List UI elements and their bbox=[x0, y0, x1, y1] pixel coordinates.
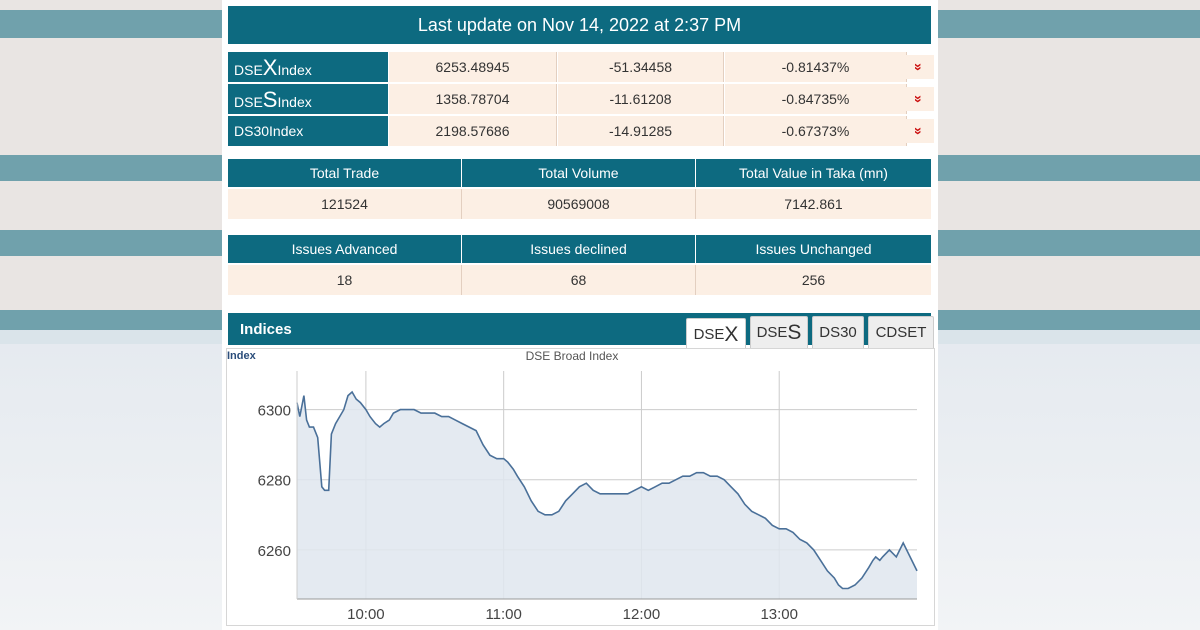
total-value-value: 7142.861 bbox=[696, 189, 931, 219]
market-panel: Last update on Nov 14, 2022 at 2:37 PM D… bbox=[222, 0, 938, 630]
x-tick-label: 10:00 bbox=[347, 606, 385, 623]
index-name[interactable]: DS30 Index bbox=[228, 116, 388, 146]
y-tick-label: 6300 bbox=[258, 403, 291, 420]
tab-dses[interactable]: DSE S bbox=[750, 316, 808, 348]
tab-prefix: DSE bbox=[756, 324, 788, 341]
y-tick-label: 6280 bbox=[258, 473, 291, 490]
index-suffix: Index bbox=[277, 62, 312, 78]
index-row-dses[interactable]: DSE S Index 1358.78704 -11.61208 -0.84735… bbox=[228, 84, 934, 114]
index-suffix: Index bbox=[277, 94, 312, 110]
index-change: -11.61208 bbox=[558, 84, 724, 114]
index-row-dsex[interactable]: DSE X Index 6253.48945 -51.34458 -0.81437… bbox=[228, 52, 934, 82]
index-name[interactable]: DSE X Index bbox=[228, 52, 388, 82]
issues-advanced-header: Issues Advanced bbox=[228, 235, 462, 263]
x-tick-label: 13:00 bbox=[760, 606, 798, 623]
total-value-header: Total Value in Taka (mn) bbox=[696, 159, 931, 187]
x-tick-label: 12:00 bbox=[623, 606, 661, 623]
index-letter: S bbox=[262, 87, 278, 112]
issues-advanced-value: 18 bbox=[228, 265, 462, 295]
total-trade-header: Total Trade bbox=[228, 159, 462, 187]
x-tick-label: 11:00 bbox=[485, 606, 521, 623]
index-prefix: DSE bbox=[234, 94, 263, 110]
index-chart-svg: Index DSE Broad Index 6260 6280 6300 10:00 11:… bbox=[227, 349, 918, 623]
series-area bbox=[297, 392, 917, 599]
index-prefix: DSE bbox=[234, 62, 263, 78]
index-percent: -0.84735% bbox=[725, 84, 907, 114]
last-update-text: Last update on Nov 14, 2022 at 2:37 PM bbox=[417, 14, 742, 35]
tab-cdset[interactable]: CDSET bbox=[868, 316, 934, 348]
issues-declined-header: Issues declined bbox=[462, 235, 696, 263]
index-name[interactable]: DSE S Index bbox=[228, 84, 388, 114]
total-trade-value: 121524 bbox=[228, 189, 462, 219]
index-percent: -0.81437% bbox=[725, 52, 907, 82]
y-tick-label: 6260 bbox=[258, 543, 291, 560]
series-line bbox=[296, 390, 918, 590]
index-change: -51.34458 bbox=[558, 52, 724, 82]
index-chart: Index DSE Broad Index 6260 6280 6300 10:00 11:… bbox=[226, 348, 935, 626]
down-arrow-icon: » bbox=[904, 87, 934, 111]
index-value: 2198.57686 bbox=[389, 116, 557, 146]
index-suffix: Index bbox=[269, 123, 304, 139]
last-update-banner: Last update on Nov 14, 2022 at 2:37 PM bbox=[228, 6, 931, 44]
issues-unchanged-header: Issues Unchanged bbox=[696, 235, 931, 263]
indices-title: Indices bbox=[240, 320, 292, 338]
tab-dsex[interactable]: DSE X bbox=[686, 318, 746, 350]
tab-letter: S bbox=[787, 320, 802, 344]
tab-prefix: DSE bbox=[693, 326, 725, 343]
issues-declined-value: 68 bbox=[462, 265, 696, 295]
tab-ds30[interactable]: DS30 bbox=[812, 316, 864, 348]
total-volume-value: 90569008 bbox=[462, 189, 696, 219]
down-arrow-icon: » bbox=[904, 119, 934, 143]
tab-label: CDSET bbox=[875, 324, 927, 341]
chart-title: DSE Broad Index bbox=[526, 349, 619, 363]
down-arrow-icon: » bbox=[904, 55, 934, 79]
index-change: -14.91285 bbox=[558, 116, 724, 146]
y-axis-label: Index bbox=[227, 350, 257, 362]
tab-label: DS30 bbox=[819, 324, 857, 341]
total-volume-header: Total Volume bbox=[462, 159, 696, 187]
issues-unchanged-value: 256 bbox=[696, 265, 931, 295]
index-percent: -0.67373% bbox=[725, 116, 907, 146]
index-value: 1358.78704 bbox=[389, 84, 557, 114]
tab-letter: X bbox=[724, 322, 739, 346]
index-value: 6253.48945 bbox=[389, 52, 557, 82]
index-letter: X bbox=[262, 55, 278, 80]
index-prefix: DS30 bbox=[234, 123, 270, 139]
index-row-ds30[interactable]: DS30 Index 2198.57686 -14.91285 -0.67373… bbox=[228, 116, 934, 146]
